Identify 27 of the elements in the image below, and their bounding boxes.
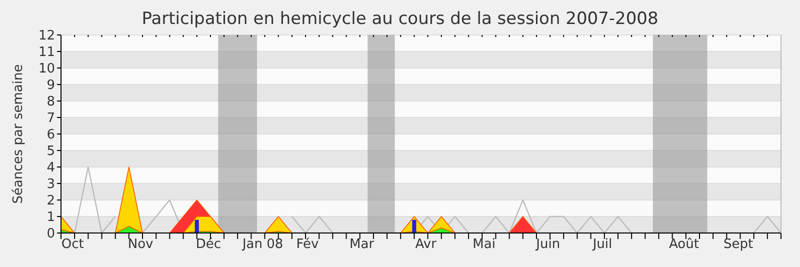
x-tick-label: Fév: [296, 237, 319, 252]
y-tick-label: 0: [46, 226, 55, 242]
x-tick-label: Juin: [535, 237, 560, 252]
y-tick-label: 11: [38, 45, 55, 60]
x-tick-label: Avr: [415, 237, 438, 252]
y-axis-title: Séances par semaine: [11, 64, 26, 204]
chart-title: Participation en hemicycle au cours de la session 2007-2008: [142, 9, 658, 29]
y-tick-label: 4: [46, 160, 55, 176]
x-tick-label: Juil: [592, 237, 612, 252]
y-tick-label: 7: [46, 111, 55, 126]
x-tick-label: Août: [668, 237, 699, 252]
y-tick-label: 1: [46, 210, 55, 226]
y-tick-label: 2: [46, 194, 55, 209]
x-tick-label: Oct: [61, 237, 84, 252]
y-tick-label: 6: [46, 128, 55, 143]
y-tick-label: 12: [38, 28, 55, 44]
y-tick-label: 3: [46, 177, 55, 192]
x-tick-label: Sept: [724, 237, 754, 252]
x-tick-label: Mai: [472, 237, 496, 252]
y-tick-label: 8: [46, 94, 55, 110]
x-tick-label: Déc: [196, 237, 222, 252]
y-tick-label: 9: [46, 78, 55, 94]
y-tick-label: 10: [38, 62, 55, 77]
x-tick-label: Mar: [350, 237, 375, 252]
x-tick-label: Jan 08: [241, 237, 284, 252]
x-tick-label: Nov: [128, 237, 154, 252]
y-tick-label: 5: [46, 144, 55, 160]
